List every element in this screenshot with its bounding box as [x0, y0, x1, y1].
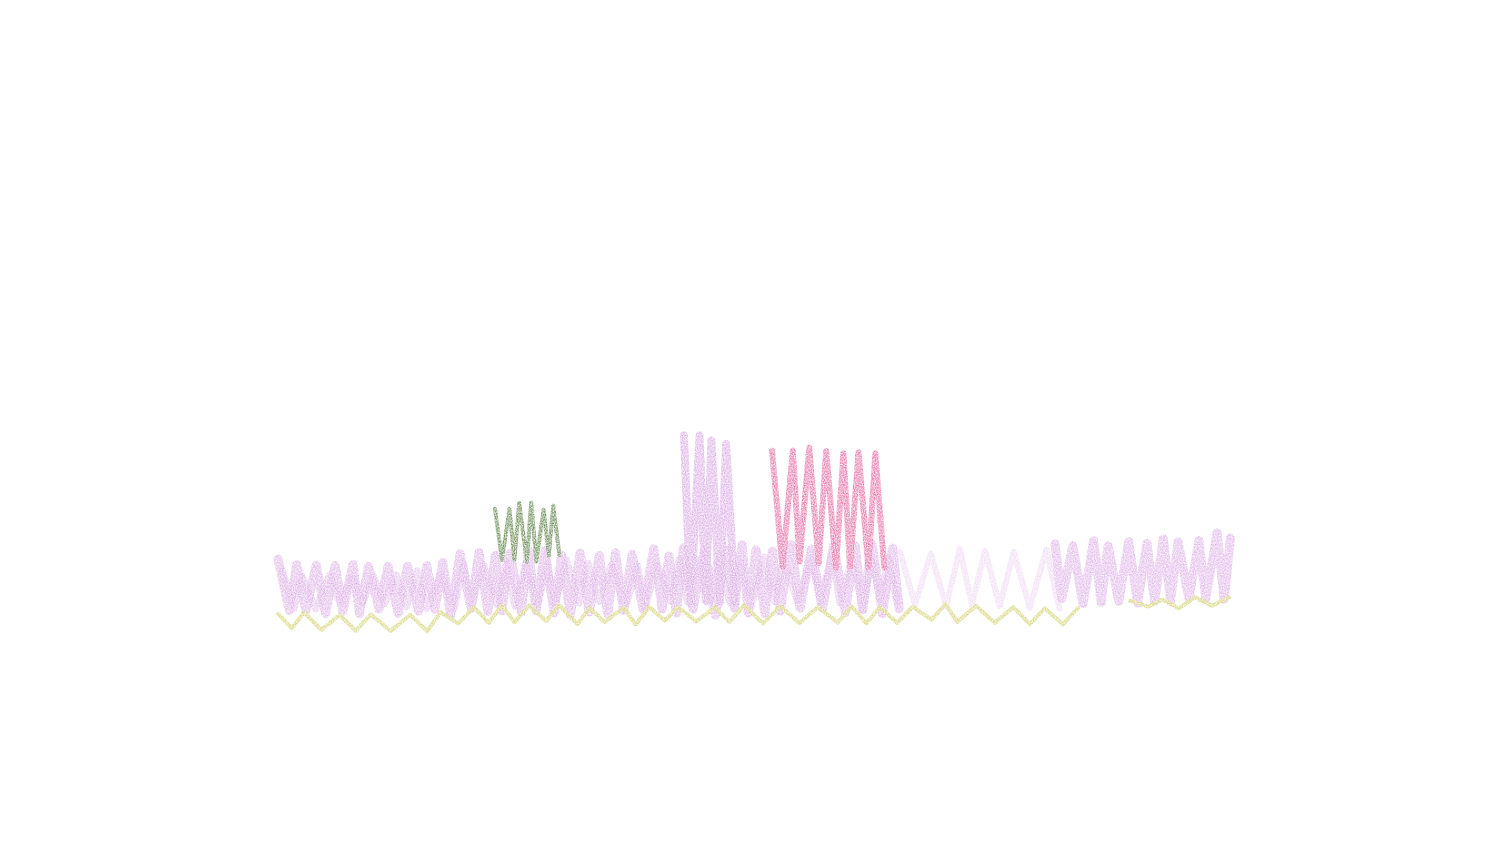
lavender-band: [278, 551, 901, 613]
green-strokes: [493, 500, 562, 564]
yellow-line: [276, 602, 1080, 634]
lavender-band: [1050, 528, 1235, 609]
yellow-line: [1128, 595, 1232, 611]
lavender-band-light: [897, 545, 1063, 612]
strokes: [273, 431, 1235, 634]
lavender-tall: [680, 431, 740, 608]
pink-strokes: [769, 444, 888, 571]
